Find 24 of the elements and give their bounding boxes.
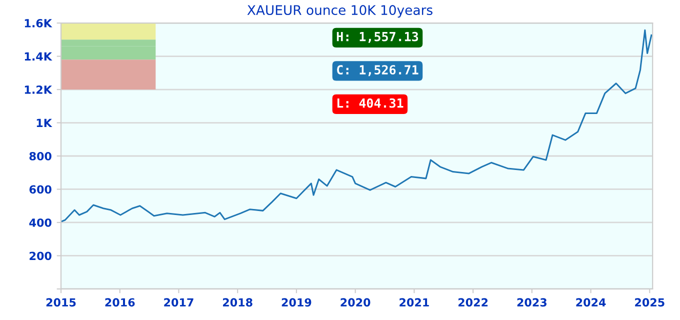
y-tick-label: 1.6K — [24, 19, 52, 28]
x-tick-label: 2019 — [282, 298, 312, 307]
x-tick-label: 2024 — [576, 298, 606, 307]
y-tick-label: 800 — [29, 152, 52, 160]
x-tick-label: 2018 — [223, 298, 252, 307]
x-tick-label: 2016 — [105, 298, 135, 307]
y-tick-label: 1.4K — [24, 52, 52, 60]
annotation: C: 1,526.71 — [337, 65, 418, 76]
y-tick-label: 600 — [29, 185, 52, 194]
x-tick-label: 2020 — [340, 298, 370, 307]
x-tick-label: 2023 — [517, 298, 546, 307]
chart-title: XAUEUR ounce 10K 10years — [247, 5, 432, 18]
annotation: L: 404.31 — [337, 98, 404, 108]
y-tick-label: 1.2K — [24, 85, 52, 94]
annotation: H: 1,557.13 — [336, 32, 418, 43]
line-series — [60, 29, 652, 222]
x-tick-label: 2021 — [400, 298, 429, 307]
x-tick-label: 2015 — [46, 298, 76, 307]
y-tick-label: 1K — [36, 118, 52, 127]
y-tick-label: 200 — [30, 252, 52, 260]
y-tick-label: 400 — [29, 218, 52, 227]
x-tick-label: 2017 — [164, 298, 194, 307]
x-tick-label: 2025 — [635, 298, 664, 307]
x-tick-label: 2022 — [458, 298, 488, 307]
